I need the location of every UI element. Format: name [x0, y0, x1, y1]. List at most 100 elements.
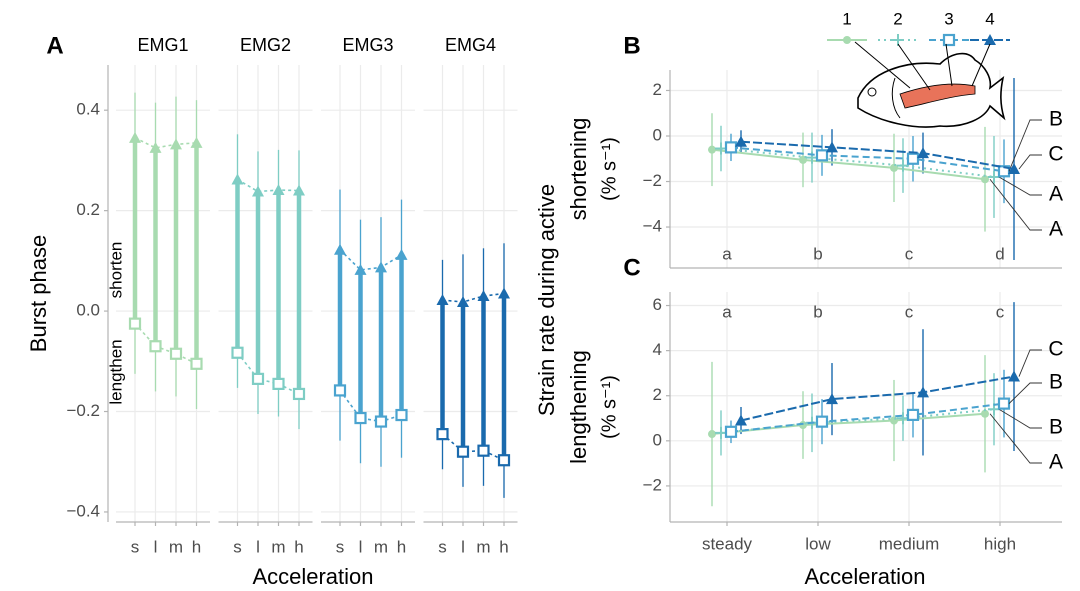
series-line	[720, 408, 995, 434]
point	[129, 131, 141, 143]
label-leader	[1018, 154, 1042, 170]
point	[724, 141, 738, 154]
point	[170, 138, 182, 150]
fish-eye	[867, 87, 877, 97]
point	[190, 136, 203, 148]
significance-letter: c	[905, 244, 914, 263]
panel-label: B	[623, 32, 640, 59]
significance-letter: d	[995, 244, 1004, 263]
y-tick-label: −0.4	[66, 501, 100, 520]
x-tick-label: h	[499, 537, 508, 556]
point	[128, 317, 142, 330]
y-tick-label: −4	[643, 217, 662, 236]
point	[498, 287, 510, 299]
annotation: shorten	[106, 242, 125, 299]
point	[354, 411, 367, 425]
point	[981, 409, 989, 418]
x-tick-label: h	[397, 537, 406, 556]
y-tick-label: −2	[643, 171, 662, 190]
end-label: B	[1049, 108, 1063, 131]
y-axis-title: Strain rate during active	[534, 184, 559, 416]
significance-letter: c	[996, 302, 1005, 321]
y-tick-label: 0.2	[76, 200, 100, 219]
point	[826, 393, 838, 405]
end-label: A	[1049, 218, 1063, 241]
panel: B −4 −2 0 2 Strain rate during active shorteni…	[534, 9, 1064, 416]
label-leader	[989, 413, 1042, 464]
point	[457, 296, 469, 308]
point	[477, 290, 490, 302]
end-label: B	[1049, 371, 1063, 394]
series-line	[720, 147, 995, 178]
point	[231, 173, 244, 185]
panel-label: A	[46, 32, 63, 59]
point	[917, 147, 929, 159]
y-axis-title: lengthening	[566, 350, 591, 464]
series-line	[740, 140, 1015, 170]
point	[149, 340, 162, 353]
end-label: B	[1049, 416, 1063, 439]
end-label: C	[1048, 338, 1063, 361]
legend-label: 2	[893, 9, 902, 28]
x-tick-label: h	[192, 537, 201, 556]
x-tick-label: high	[984, 534, 1016, 553]
legend-marker	[942, 33, 956, 47]
point	[906, 152, 920, 165]
end-label: C	[1048, 143, 1063, 166]
x-tick-label: m	[476, 537, 490, 556]
label-leader	[998, 176, 1042, 196]
series-line	[730, 146, 1005, 173]
annotation: lengthen	[106, 339, 125, 404]
point	[497, 454, 511, 467]
point	[374, 415, 388, 428]
y-tick-label: 2	[653, 80, 662, 99]
connector-line	[339, 249, 402, 271]
point	[169, 347, 183, 360]
point	[981, 175, 989, 184]
significance-letter: b	[813, 244, 822, 263]
panel-label: C	[623, 254, 640, 281]
x-tick-label: l	[359, 537, 363, 556]
point	[897, 159, 909, 172]
y-tick-label: −2	[643, 475, 662, 494]
x-tick-label: s	[336, 537, 345, 556]
end-label: A	[1049, 183, 1063, 206]
point	[815, 415, 829, 428]
x-tick-label: s	[131, 537, 140, 556]
y-axis-title: shortening	[566, 118, 591, 221]
point	[997, 397, 1011, 410]
y-tick-label: 0.4	[76, 100, 100, 119]
significance-letter: c	[905, 302, 914, 321]
point	[477, 444, 490, 457]
facet-title: EMG1	[137, 35, 188, 55]
point	[890, 416, 898, 425]
y-tick-label: 6	[653, 295, 662, 314]
x-axis-title: Acceleration	[804, 564, 925, 589]
y-axis-unit: (% s⁻¹)	[598, 375, 620, 439]
x-tick-label: s	[233, 537, 242, 556]
point	[251, 372, 265, 385]
connector-line	[134, 323, 197, 365]
facet: s l m h EMG2	[218, 35, 313, 556]
point	[815, 149, 829, 162]
legend-marker	[984, 34, 996, 45]
x-tick-label: h	[294, 537, 303, 556]
label-leader	[1008, 382, 1042, 404]
point	[149, 141, 162, 153]
point	[354, 263, 367, 275]
point	[292, 387, 306, 401]
legend-label: 3	[944, 9, 953, 28]
point	[436, 428, 449, 441]
x-tick-label: medium	[879, 534, 939, 553]
y-axis-unit: (% s⁻¹)	[598, 137, 620, 201]
fish-gill	[891, 77, 901, 119]
point	[395, 408, 408, 422]
y-axis-title: Burst phase	[26, 235, 51, 352]
fish-illustration	[854, 41, 1006, 128]
series-line	[740, 375, 1015, 422]
x-tick-label: m	[271, 537, 285, 556]
label-leader	[1008, 119, 1042, 172]
point	[272, 184, 285, 196]
label-leader	[989, 178, 1042, 231]
